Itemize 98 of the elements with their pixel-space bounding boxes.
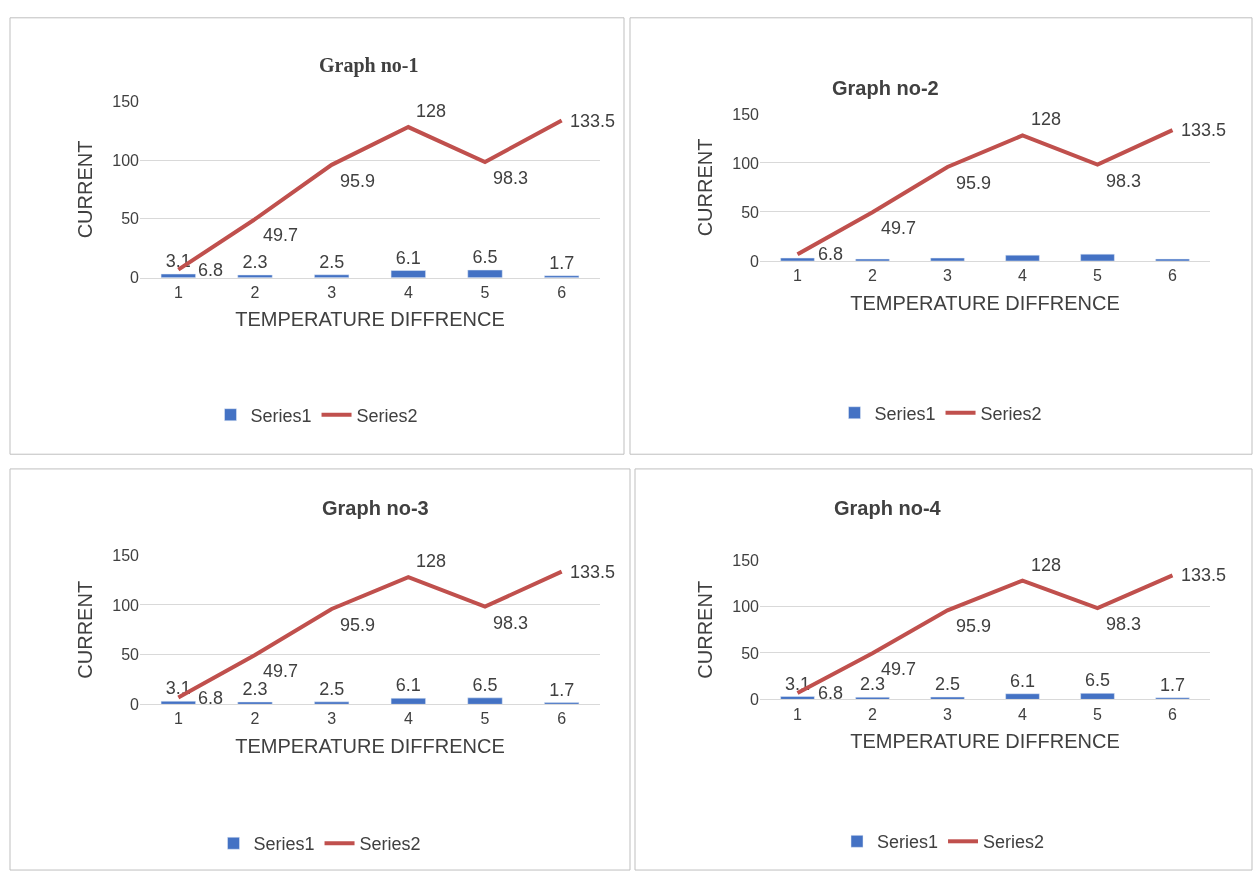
data-label: 6.1: [1009, 670, 1036, 691]
x-tick-label: 1: [793, 705, 803, 723]
legend-label: Series2: [356, 405, 418, 426]
x-tick-label: 1: [173, 710, 183, 728]
data-label: 128: [416, 101, 447, 121]
data-label: 128: [1031, 109, 1062, 129]
y-axis-title: CURRENT: [693, 138, 716, 237]
x-tick-label: 3: [327, 710, 337, 728]
data-label: 6.8: [198, 260, 224, 280]
data-label: 98.3: [493, 613, 529, 633]
y-tick-label: 50: [741, 203, 760, 221]
x-tick-label: 6: [557, 710, 567, 728]
x-tick-label: 3: [327, 283, 337, 301]
legend-label: Series1: [250, 405, 312, 426]
y-tick-label: 100: [112, 596, 140, 614]
data-label: 6.5: [1084, 670, 1111, 691]
y-axis-title: CURRENT: [73, 140, 96, 239]
y-tick-label: 100: [732, 598, 760, 616]
data-label: 6.5: [472, 247, 498, 268]
data-label: 98.3: [1106, 614, 1142, 634]
data-label: 128: [416, 551, 447, 571]
y-tick-label: 0: [130, 695, 140, 713]
y-tick-label: 50: [121, 646, 140, 664]
y-tick-label: 100: [732, 154, 760, 172]
x-tick-label: 5: [1093, 267, 1103, 285]
data-label: 133.5: [1181, 120, 1227, 140]
x-axis-title: TEMPERATURE DIFFRENCE: [850, 730, 1120, 753]
x-tick-label: 6: [1168, 705, 1178, 723]
x-tick-label: 1: [793, 267, 803, 285]
x-tick-label: 6: [1168, 267, 1178, 285]
x-tick-label: 3: [943, 267, 953, 285]
data-label: 2.3: [242, 251, 268, 272]
y-tick-label: 0: [750, 691, 760, 708]
x-tick-label: 4: [1018, 705, 1028, 723]
data-label: 6.5: [472, 674, 498, 695]
data-label: 2.3: [859, 674, 886, 695]
chart-title: Graph no-3: [322, 497, 429, 519]
chart-title: Graph no-4: [834, 497, 942, 519]
x-axis-title: TEMPERATURE DIFFRENCE: [850, 291, 1120, 314]
data-label: 2.5: [934, 674, 961, 695]
y-axis-title: CURRENT: [73, 580, 96, 679]
legend-label: Series2: [983, 832, 1045, 853]
data-label: 98.3: [1106, 171, 1142, 191]
x-tick-label: 1: [173, 283, 183, 301]
y-tick-label: 0: [750, 252, 760, 270]
x-tick-label: 5: [480, 710, 490, 728]
data-label: 95.9: [956, 173, 992, 193]
data-label: 6.1: [395, 247, 421, 268]
x-tick-label: 3: [943, 705, 953, 723]
y-tick-label: 50: [121, 210, 140, 228]
data-label: 133.5: [1181, 565, 1227, 585]
data-label: 95.9: [340, 171, 376, 191]
y-tick-label: 150: [112, 546, 140, 564]
y-tick-label: 150: [112, 92, 140, 110]
y-tick-label: 150: [732, 551, 760, 569]
y-tick-label: 100: [112, 151, 140, 169]
legend-label: Series2: [980, 403, 1042, 424]
y-tick-label: 0: [130, 269, 140, 287]
y-tick-label: 150: [732, 105, 760, 123]
data-label: 95.9: [340, 615, 376, 635]
data-label: 128: [1031, 555, 1062, 575]
x-tick-label: 5: [480, 283, 490, 301]
data-label: 2.5: [319, 251, 345, 272]
x-tick-label: 2: [868, 705, 878, 723]
data-label: 6.8: [818, 244, 844, 264]
data-label: 49.7: [263, 225, 299, 245]
data-label: 1.7: [549, 679, 575, 700]
chart-title: Graph no-1: [319, 54, 419, 77]
data-label: 2.3: [242, 679, 268, 700]
data-label: 2.5: [319, 678, 345, 699]
y-tick-label: 50: [741, 644, 760, 662]
x-tick-label: 5: [1093, 705, 1103, 723]
data-label: 1.7: [549, 252, 575, 273]
x-axis-title: TEMPERATURE DIFFRENCE: [235, 735, 505, 757]
data-label: 6.8: [818, 683, 844, 703]
x-tick-label: 2: [250, 710, 260, 728]
data-label: 1.7: [1159, 674, 1186, 695]
data-label: 49.7: [881, 218, 917, 238]
x-tick-label: 4: [403, 283, 413, 301]
x-axis-title: TEMPERATURE DIFFRENCE: [235, 308, 505, 331]
data-label: 98.3: [493, 168, 529, 188]
data-label: 6.8: [198, 688, 224, 708]
legend-label: Series1: [874, 403, 936, 424]
chart-title: Graph no-2: [832, 77, 939, 99]
x-tick-label: 2: [250, 283, 260, 301]
x-tick-label: 4: [1018, 267, 1028, 285]
legend-label: Series1: [877, 832, 939, 853]
data-label: 49.7: [263, 661, 299, 681]
x-tick-label: 4: [403, 710, 413, 728]
x-tick-label: 2: [868, 267, 878, 285]
legend-label: Series1: [253, 834, 315, 855]
y-axis-title: CURRENT: [693, 580, 716, 679]
data-label: 133.5: [570, 111, 616, 131]
data-label: 95.9: [956, 616, 992, 636]
legend-label: Series2: [359, 834, 421, 855]
x-tick-label: 6: [557, 283, 567, 301]
data-label: 6.1: [395, 675, 421, 696]
data-label: 133.5: [570, 562, 616, 582]
